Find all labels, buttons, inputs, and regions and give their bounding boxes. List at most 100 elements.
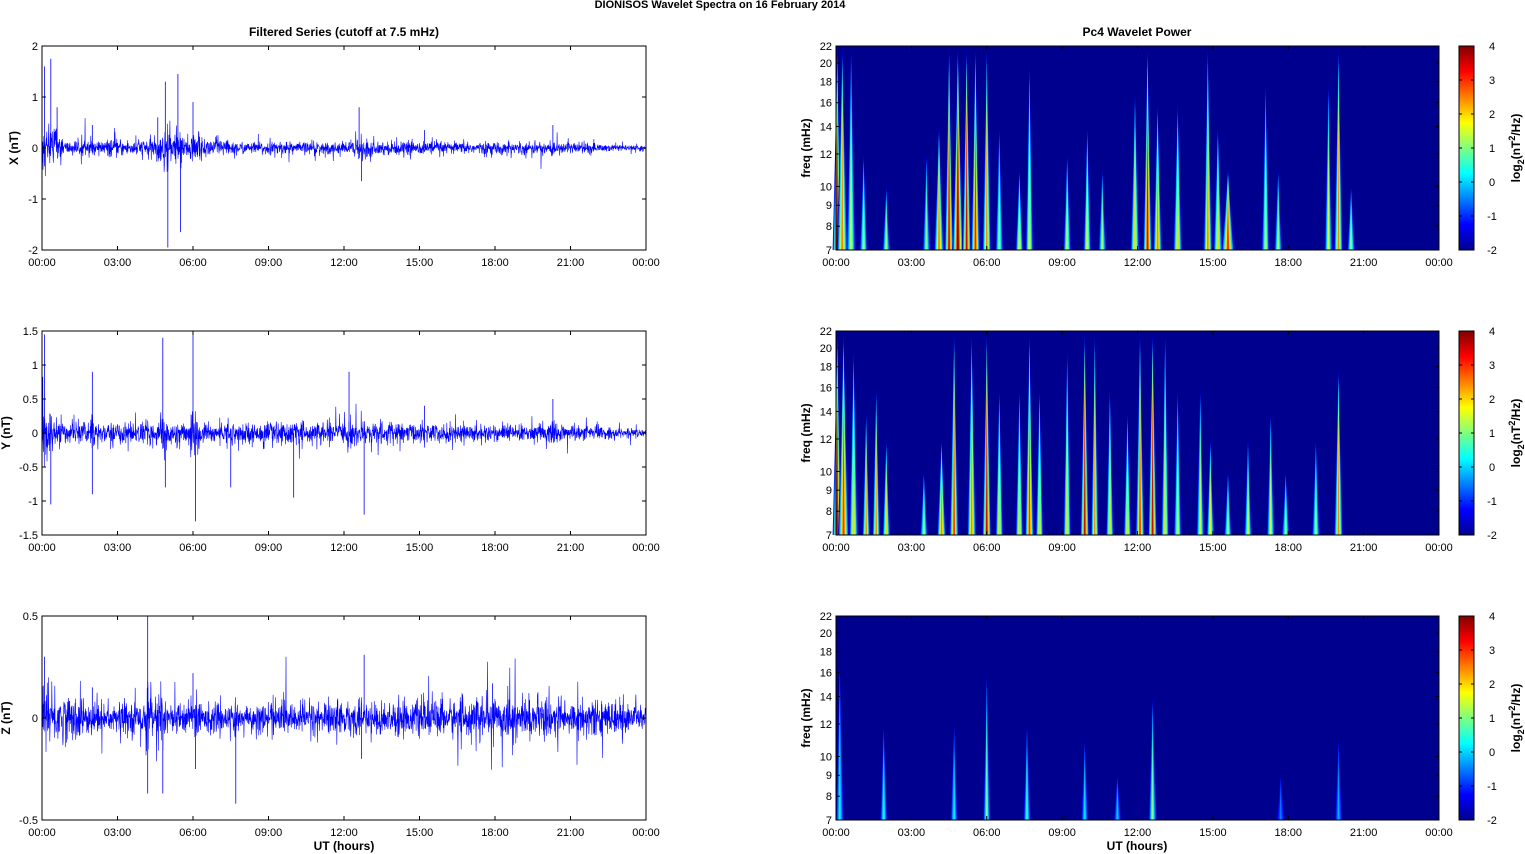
y-power-event-7 — [936, 439, 947, 535]
z-series-line — [41, 616, 647, 804]
y-power-heatmap — [832, 331, 1344, 535]
x-power-event-13 — [1015, 169, 1024, 250]
z-power-ytick-9: 7 — [826, 815, 832, 827]
x-series-xticks: 00:00 03:00 06:00 09:00 12:00 15:00 18:00 21:00… — [28, 46, 660, 269]
y-power-ytick-8: 8 — [826, 506, 832, 518]
x-power-event-2 — [846, 46, 856, 251]
x-series-ytick-2: 0 — [32, 143, 38, 155]
x-power-event-15 — [1063, 154, 1072, 250]
x-series-xtick-8: 00:00 — [632, 257, 660, 269]
y-power-event-22 — [1161, 331, 1170, 535]
x-series-xtick-3: 09:00 — [255, 257, 283, 269]
y-power-event-15 — [1063, 348, 1072, 535]
z-series-panel: 0.5 0 -0.5 00:00 03:00 06:00 09:00 12:00 15:00 1… — [0, 611, 660, 853]
z-power-ytick-1: 20 — [820, 628, 832, 640]
y-power-xtick-0: 00:00 — [822, 542, 850, 554]
y-series-ytick-4: -0.5 — [19, 462, 38, 474]
z-series-ytick-1: 0 — [32, 713, 38, 725]
x-power-ytick-2: 18 — [820, 77, 832, 89]
y-power-event-18 — [1105, 387, 1114, 535]
x-power-xtick-2: 06:00 — [973, 257, 1001, 269]
x-power-ytick-5: 12 — [820, 149, 832, 161]
z-series-ytick-2: -0.5 — [19, 815, 38, 827]
y-power-xtick-5: 15:00 — [1199, 542, 1227, 554]
z-power-cbtick-2: 2 — [1489, 679, 1495, 691]
y-power-event-17 — [1090, 331, 1099, 535]
z-power-cbtick-3: 1 — [1489, 713, 1495, 725]
z-power-xtick-3: 09:00 — [1048, 827, 1076, 839]
z-power-event-3 — [983, 672, 991, 820]
x-power-cbtick-0: 4 — [1489, 41, 1495, 53]
z-power-colorbar-label: log2(nT2/Hz) — [1507, 684, 1525, 753]
z-power-xtick-1: 03:00 — [898, 827, 926, 839]
y-power-xticks: 00:00 03:00 06:00 09:00 12:00 15:00 18:00 21:00… — [822, 331, 1453, 554]
y-series-trace — [41, 376, 647, 467]
z-series-xtick-7: 21:00 — [557, 827, 585, 839]
y-power-xtick-3: 09:00 — [1048, 542, 1076, 554]
y-series-panel: 1.510.50-0.5-1-1.5 00:00 03:00 06:00 09:00 1… — [0, 326, 660, 554]
z-power-event-2 — [950, 724, 958, 820]
z-power-event-1 — [880, 724, 888, 820]
z-power-colorbar: 4 3 2 1 0 -1 -2 log2(nT2/Hz) — [1458, 611, 1525, 827]
y-power-event-5 — [882, 439, 891, 535]
y-power-ytick-1: 20 — [820, 343, 832, 355]
y-power-event-28 — [1266, 411, 1275, 535]
x-power-event-18 — [1130, 91, 1140, 251]
z-series-xtick-1: 03:00 — [104, 827, 132, 839]
y-series-ytick-5: -1 — [28, 496, 38, 508]
y-power-event-31 — [1333, 366, 1344, 535]
z-power-ytick-3: 16 — [820, 668, 832, 680]
x-power-xtick-5: 15:00 — [1199, 257, 1227, 269]
y-power-ytick-2: 18 — [820, 362, 832, 374]
z-power-xticks: 00:00 03:00 06:00 09:00 12:00 15:00 18:00 21:00… — [822, 616, 1453, 839]
y-power-ytick-3: 16 — [820, 383, 832, 395]
x-power-ytick-6: 10 — [820, 181, 832, 193]
z-power-xtick-0: 00:00 — [822, 827, 850, 839]
z-power-event-6 — [1113, 775, 1121, 820]
y-power-event-19 — [1123, 411, 1132, 535]
x-power-event-9 — [962, 46, 972, 251]
y-series-xtick-7: 21:00 — [557, 542, 585, 554]
x-series-xtick-1: 03:00 — [104, 257, 132, 269]
x-series-ytick-0: 2 — [32, 41, 38, 53]
z-power-xlabel: UT (hours) — [1107, 839, 1168, 853]
x-series-ytick-1: 1 — [32, 92, 38, 104]
y-series-ylabel: Y (nT) — [0, 416, 13, 450]
x-power-ytick-7: 9 — [826, 200, 832, 212]
x-power-xtick-3: 09:00 — [1048, 257, 1076, 269]
z-power-ytick-5: 12 — [820, 719, 832, 731]
y-power-event-13 — [1024, 331, 1035, 535]
z-series-xtick-8: 00:00 — [632, 827, 660, 839]
x-power-event-10 — [970, 46, 981, 251]
z-power-cbtick-0: 4 — [1489, 611, 1495, 623]
y-power-colorbar: 4 3 2 1 0 -1 -2 log2(nT2/Hz) — [1458, 326, 1525, 542]
z-power-yticks: 22 20 18 16 14 12 10 9 8 7 — [820, 611, 1439, 827]
y-power-event-11 — [995, 387, 1004, 535]
x-power-xticks: 00:00 03:00 06:00 09:00 12:00 15:00 18:00 21:00… — [822, 46, 1453, 269]
x-power-event-19 — [1142, 46, 1153, 251]
x-power-event-24 — [1221, 169, 1235, 250]
x-power-xtick-4: 12:00 — [1124, 257, 1152, 269]
y-power-ytick-9: 7 — [826, 530, 832, 542]
x-power-event-25 — [1261, 81, 1270, 251]
y-power-event-24 — [1196, 387, 1205, 535]
figure-title: DIONISOS Wavelet Spectra on 16 February … — [595, 0, 847, 11]
y-series-line — [41, 334, 647, 522]
x-power-cbtick-5: -1 — [1487, 211, 1497, 223]
y-series-xtick-0: 00:00 — [28, 542, 56, 554]
z-series-ytick-0: 0.5 — [23, 611, 38, 623]
z-power-xtick-4: 12:00 — [1124, 827, 1152, 839]
y-power-event-12 — [1015, 387, 1024, 535]
y-power-xtick-4: 12:00 — [1124, 542, 1152, 554]
y-power-ytick-4: 14 — [820, 407, 832, 419]
y-power-event-10 — [982, 331, 992, 535]
y-power-xtick-2: 06:00 — [973, 542, 1001, 554]
y-power-event-14 — [1035, 387, 1044, 535]
x-power-ytick-3: 16 — [820, 98, 832, 110]
y-power-event-29 — [1281, 471, 1290, 535]
z-power-ytick-0: 22 — [820, 611, 832, 623]
y-power-ytick-6: 10 — [820, 466, 832, 478]
x-power-event-5 — [922, 154, 931, 250]
